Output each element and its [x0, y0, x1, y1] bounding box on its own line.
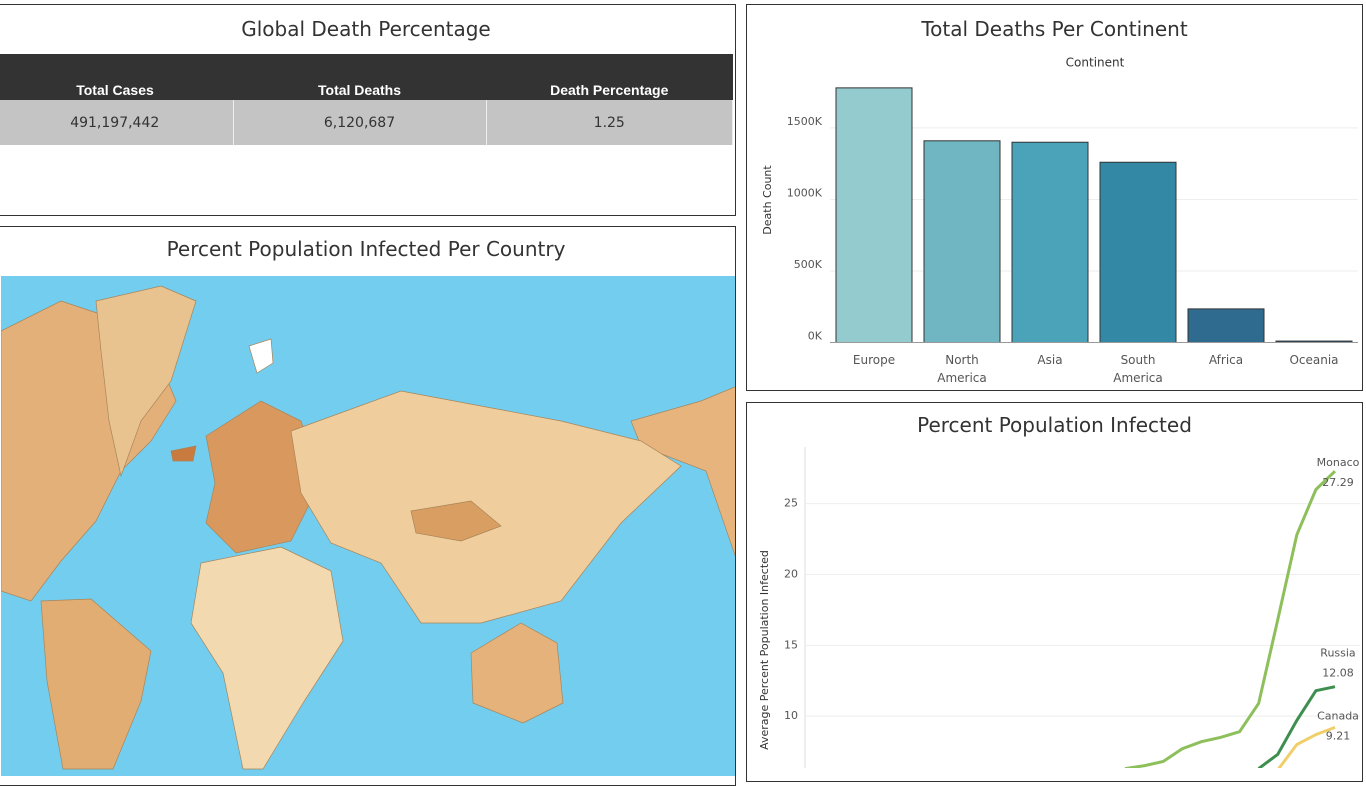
x-tick-label: Africa — [1208, 353, 1244, 367]
x-axis-title: Continent — [1066, 56, 1125, 70]
x-tick-label: Europe — [852, 353, 896, 367]
y-tick-label: 500K — [794, 258, 823, 271]
map-panel: Percent Population Infected Per Country — [0, 226, 736, 786]
value-label: 9.21 — [1326, 729, 1351, 742]
bar — [835, 87, 913, 343]
x-tick-label: North America — [937, 353, 987, 385]
y-tick-label: 0K — [808, 330, 823, 343]
value-label: 27.29 — [1322, 476, 1354, 489]
series-line — [1124, 470, 1337, 768]
x-tick-label: South America — [1113, 353, 1163, 385]
bar — [1011, 141, 1089, 343]
series-line — [1277, 725, 1336, 768]
bar — [923, 140, 1001, 343]
chart-title: Percent Population Infected — [917, 413, 1192, 437]
bar-chart: Continent Death Count 0K 500K 1000K 1500K — [761, 56, 1358, 344]
y-axis-title: Death Count — [761, 165, 774, 235]
x-tick-label: Oceania — [1289, 353, 1339, 367]
y-tick-label: 1500K — [787, 115, 823, 128]
y-tick-label: 25 — [784, 497, 798, 510]
column-header: Total Cases — [0, 54, 233, 100]
value-label: 12.08 — [1322, 667, 1354, 680]
bar — [1099, 161, 1177, 343]
cell: 491,197,442 — [0, 100, 234, 145]
y-tick-label: 10 — [784, 709, 798, 722]
x-tick-label: Asia — [1037, 353, 1063, 367]
dashboard: Global Death Percentage Total Cases Tota… — [0, 4, 1363, 786]
summary-table: Total Cases Total Deaths Death Percentag… — [0, 54, 733, 145]
table-panel: Global Death Percentage Total Cases Tota… — [0, 4, 736, 216]
line-panel: Percent Population Infected — [746, 402, 1363, 782]
y-tick-label: 1000K — [787, 186, 823, 199]
cell: 1.25 — [486, 100, 733, 145]
series-line — [1257, 685, 1336, 768]
chart-title: Total Deaths Per Continent — [921, 17, 1188, 41]
map-title: Percent Population Infected Per Country — [166, 237, 566, 261]
series-name: Monaco — [1317, 456, 1360, 469]
bar — [1187, 308, 1265, 344]
world-map — [1, 276, 735, 776]
cell: 6,120,687 — [233, 100, 487, 145]
line-chart: Average Percent Population Infected 10 15… — [758, 447, 1360, 768]
table-title: Global Death Percentage — [241, 17, 491, 41]
y-tick-label: 15 — [784, 638, 798, 651]
series-name: Russia — [1320, 647, 1355, 660]
series-name: Canada — [1317, 709, 1359, 722]
column-header: Total Deaths — [233, 54, 486, 100]
y-axis-title: Average Percent Population Infected — [758, 550, 771, 750]
y-tick-label: 20 — [784, 568, 798, 581]
column-header: Death Percentage — [486, 54, 733, 100]
